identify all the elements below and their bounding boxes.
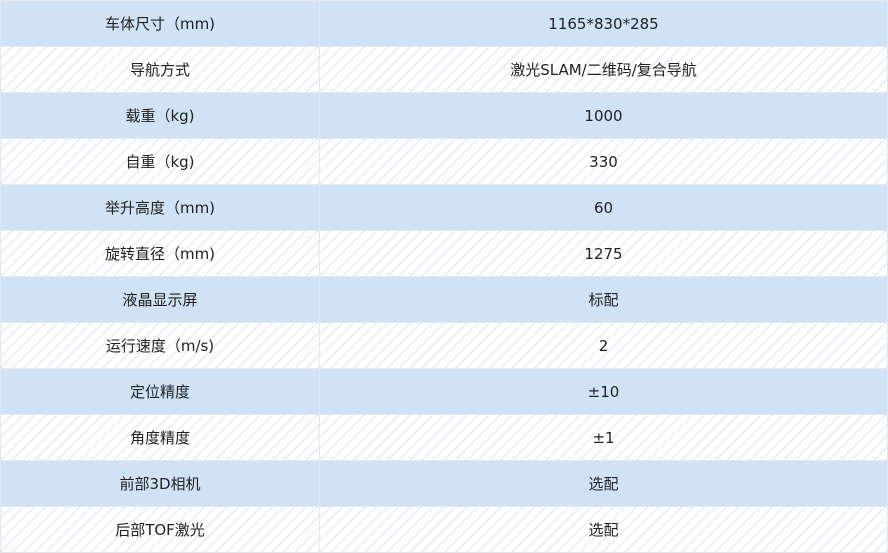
spec-label: 后部TOF激光: [0, 506, 320, 553]
table-row: 定位精度 ±10: [0, 368, 888, 415]
table-row: 前部3D相机 选配: [0, 460, 888, 507]
spec-value: 1165*830*285: [319, 0, 888, 47]
spec-label: 旋转直径（mm): [0, 230, 320, 277]
spec-value: 激光SLAM/二维码/复合导航: [319, 46, 888, 93]
spec-label: 载重（kg): [0, 92, 320, 139]
spec-label: 车体尺寸（mm): [0, 0, 320, 47]
spec-value: 1000: [319, 92, 888, 139]
spec-label: 自重（kg): [0, 138, 320, 185]
table-row: 车体尺寸（mm) 1165*830*285: [0, 0, 888, 47]
spec-value: 1275: [319, 230, 888, 277]
spec-label: 前部3D相机: [0, 460, 320, 507]
spec-label: 液晶显示屏: [0, 276, 320, 323]
table-row: 后部TOF激光 选配: [0, 506, 888, 553]
spec-value: ±1: [319, 414, 888, 461]
table-row: 自重（kg) 330: [0, 138, 888, 185]
spec-value: 标配: [319, 276, 888, 323]
spec-value: 选配: [319, 460, 888, 507]
table-row: 液晶显示屏 标配: [0, 276, 888, 323]
spec-label: 角度精度: [0, 414, 320, 461]
table-row: 运行速度（m/s) 2: [0, 322, 888, 369]
spec-label: 导航方式: [0, 46, 320, 93]
table-row: 载重（kg) 1000: [0, 92, 888, 139]
spec-label: 定位精度: [0, 368, 320, 415]
spec-value: 330: [319, 138, 888, 185]
table-row: 举升高度（mm) 60: [0, 184, 888, 231]
spec-value: 2: [319, 322, 888, 369]
spec-label: 运行速度（m/s): [0, 322, 320, 369]
spec-value: 选配: [319, 506, 888, 553]
table-row: 旋转直径（mm) 1275: [0, 230, 888, 277]
table-row: 角度精度 ±1: [0, 414, 888, 461]
spec-value: 60: [319, 184, 888, 231]
table-row: 导航方式 激光SLAM/二维码/复合导航: [0, 46, 888, 93]
spec-label: 举升高度（mm): [0, 184, 320, 231]
spec-value: ±10: [319, 368, 888, 415]
